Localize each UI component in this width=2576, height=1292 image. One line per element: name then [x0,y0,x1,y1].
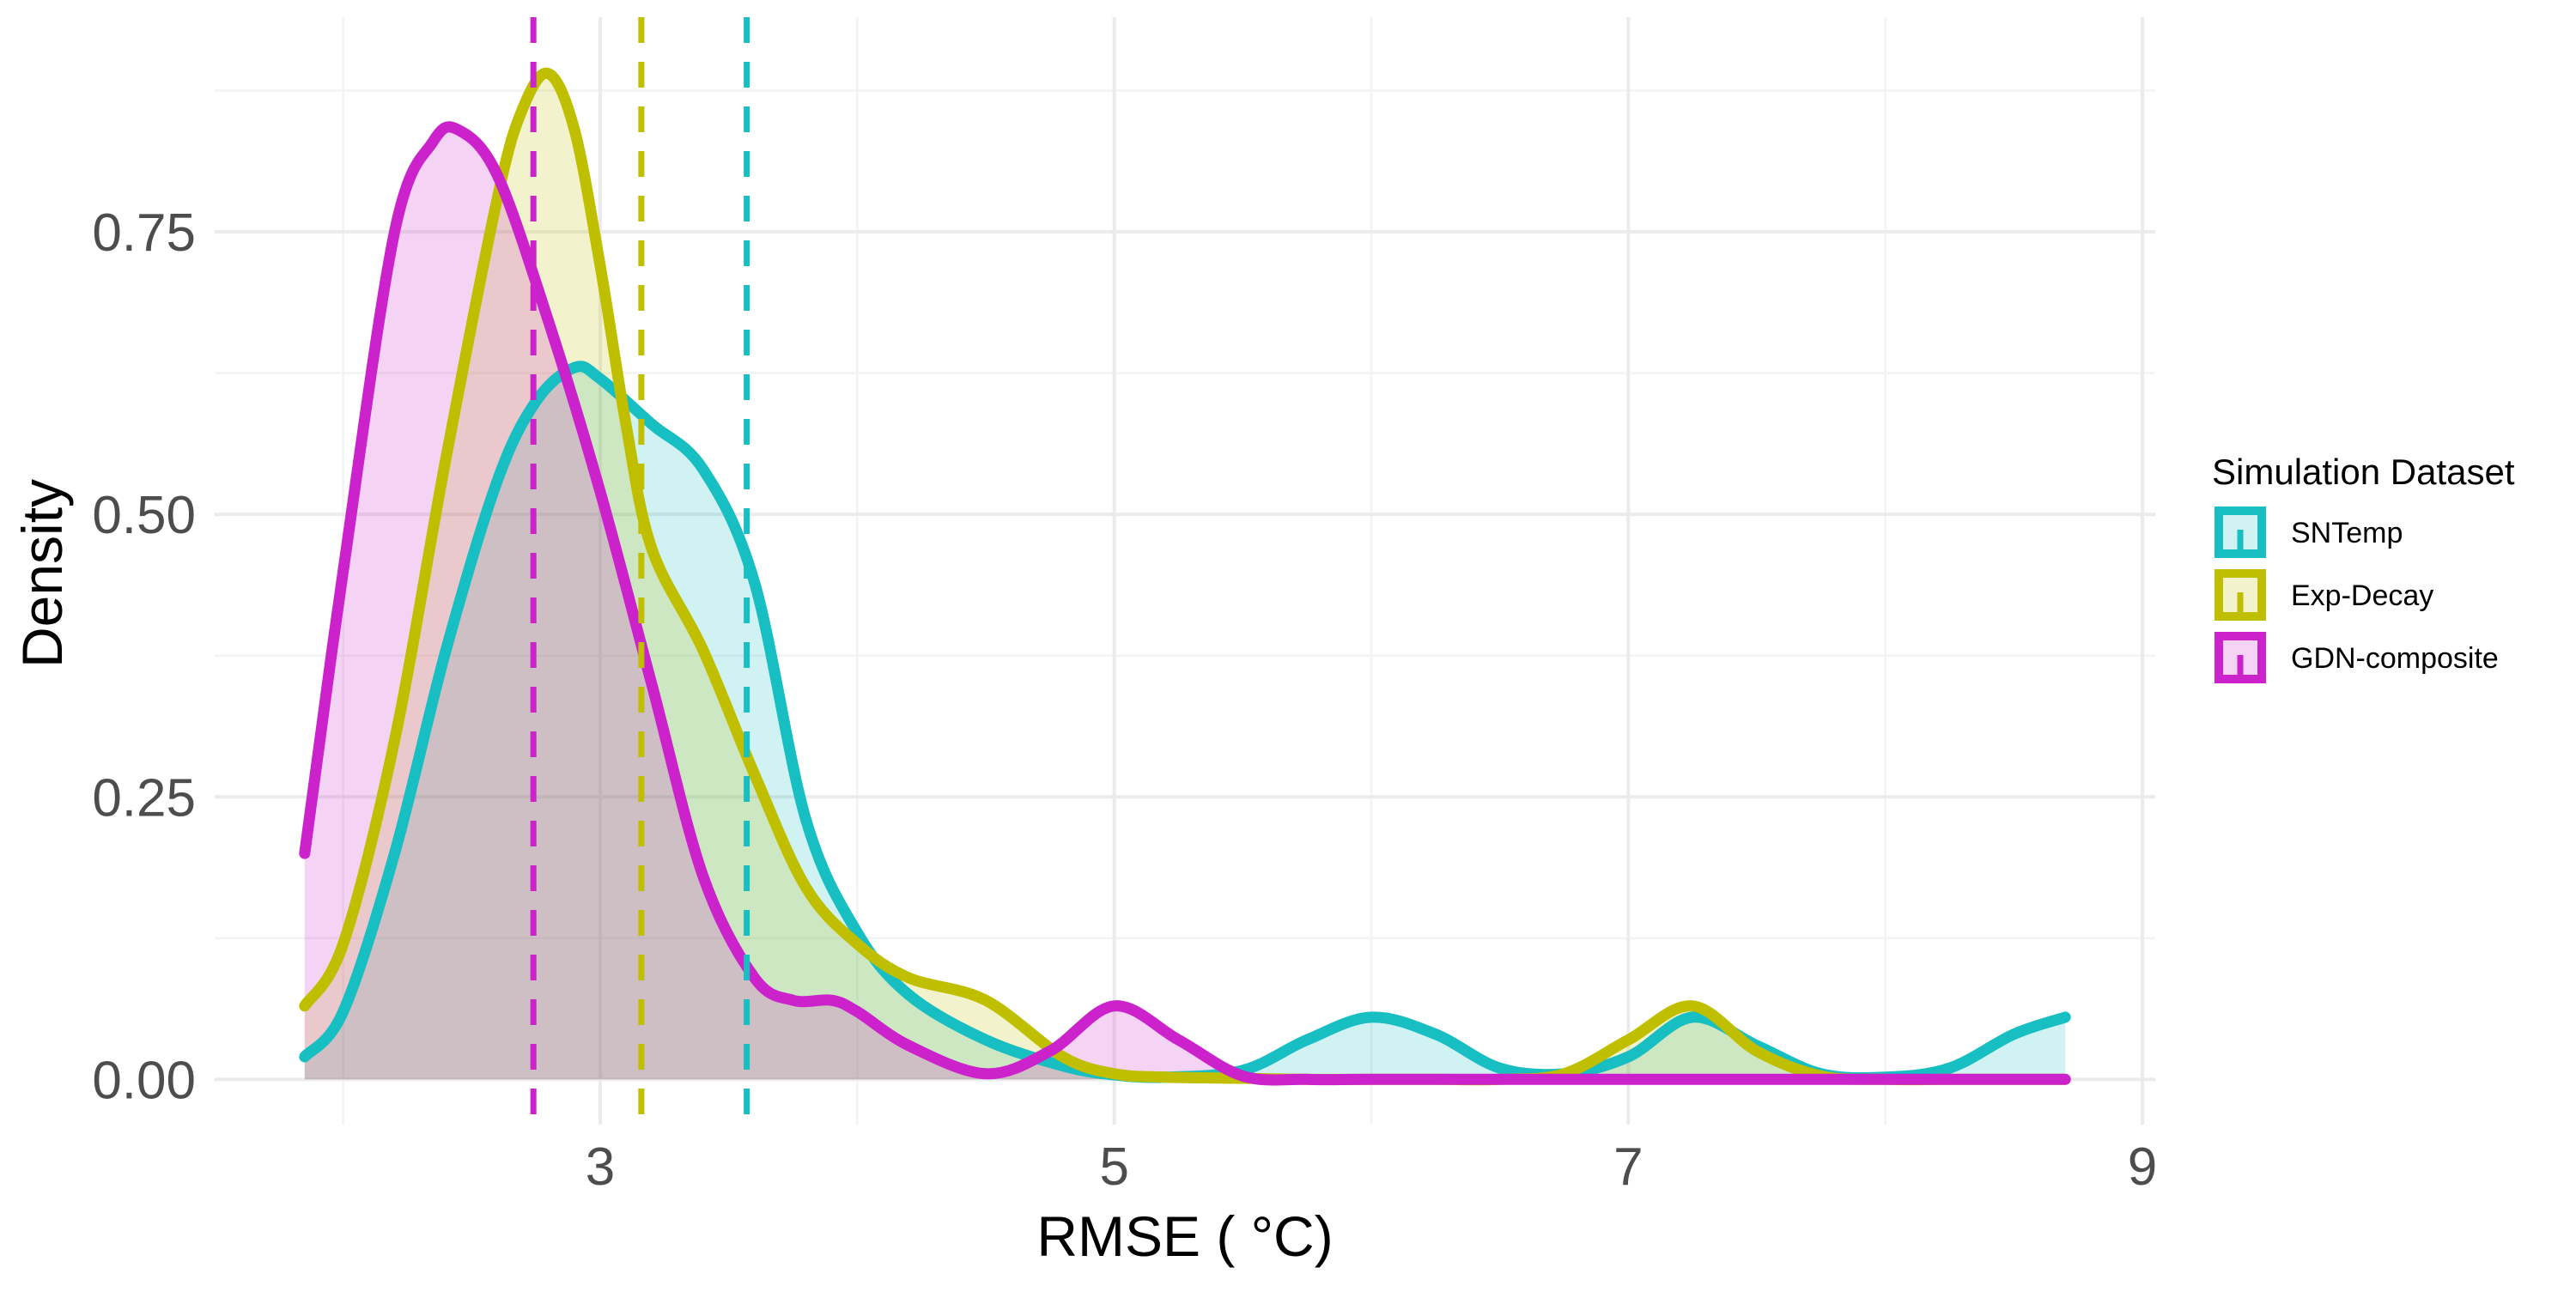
tick-labels: 3 5 7 9 0.00 0.25 0.50 0.75 [92,203,2157,1197]
y-tick-label: 0.00 [92,1051,196,1110]
legend-label-sntemp: SNTemp [2291,517,2403,549]
x-tick-label: 3 [586,1137,615,1197]
density-areas [304,73,2066,1081]
legend: Simulation Dataset SNTemp Exp-Decay GDN-co… [2212,452,2515,683]
legend-keys: SNTemp Exp-Decay GDN-composite [2215,506,2499,683]
legend-item-sntemp: SNTemp [2215,506,2403,558]
mean-lines [530,17,750,1125]
x-tick-label: 7 [1613,1137,1643,1197]
x-tick-label: 5 [1099,1137,1128,1197]
density-lines [299,67,2071,1086]
y-tick-label: 0.25 [92,768,196,828]
legend-item-gdn-composite: GDN-composite [2215,632,2499,683]
density-line-exp-decay [299,67,2071,1086]
density-line-gdn-composite [299,121,2071,1086]
y-tick-label: 0.50 [92,486,196,545]
legend-item-exp-decay: Exp-Decay [2215,569,2433,621]
y-axis-title: Density [10,479,74,668]
x-axis-title: RMSE ( °C) [1036,1204,1333,1268]
y-tick-label: 0.75 [92,203,196,263]
density-area-sntemp [304,366,2066,1080]
legend-label-exp-decay: Exp-Decay [2291,579,2433,612]
legend-label-gdn-composite: GDN-composite [2291,642,2499,675]
legend-title: Simulation Dataset [2212,452,2515,492]
density-area-gdn-composite [304,126,2066,1081]
x-tick-label: 9 [2128,1137,2157,1197]
legend-key-gdn-composite [2215,632,2266,683]
